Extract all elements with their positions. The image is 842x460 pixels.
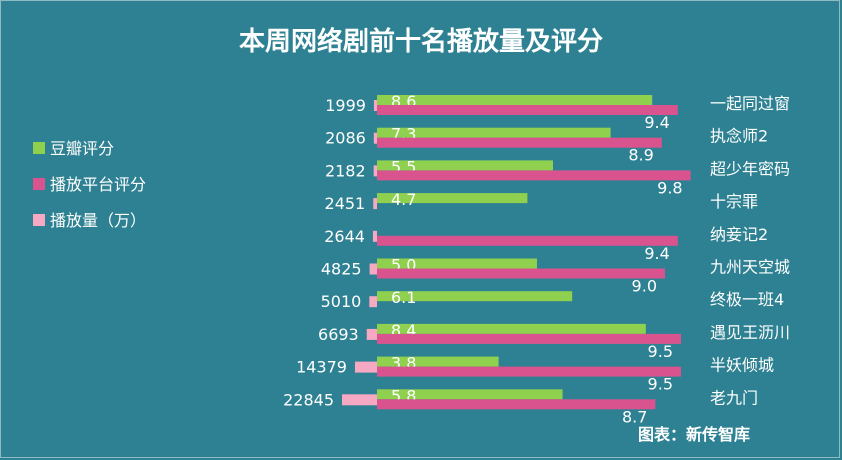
legend-label-platform: 播放平台评分: [50, 175, 146, 194]
category-label: 一起同过窗: [710, 94, 790, 113]
views-label: 14379: [296, 358, 347, 377]
platform-label: 9.4: [644, 113, 669, 132]
views-label: 6693: [318, 325, 359, 344]
views-bar: [369, 296, 377, 308]
platform-label: 9.5: [648, 375, 673, 394]
views-label: 2451: [325, 194, 366, 213]
legend-swatch-platform: [33, 178, 45, 190]
views-bar: [354, 361, 377, 373]
category-label: 遇见王沥川: [710, 323, 790, 342]
platform-bar: [377, 399, 656, 410]
legend-swatch-views: [33, 214, 45, 226]
category-label: 十宗罪: [710, 192, 758, 211]
platform-bar: [377, 170, 691, 181]
douban-bar: [377, 160, 553, 171]
douban-bar: [377, 95, 653, 105]
views-label: 4825: [321, 260, 362, 279]
legend-swatch-douban: [33, 142, 45, 154]
platform-bar: [377, 235, 678, 246]
legend: 豆瓣评分 播放平台评分 播放量（万）: [33, 139, 146, 230]
douban-label: 4.7: [391, 190, 416, 209]
platform-bar: [377, 333, 681, 344]
views-bar: [342, 394, 377, 406]
views-bar: [372, 230, 377, 242]
views-label: 2644: [324, 227, 365, 246]
category-label: 纳妾记2: [710, 225, 768, 244]
source-label: 图表：新传智库: [638, 425, 750, 444]
douban-bar: [377, 356, 499, 367]
views-label: 5010: [321, 292, 362, 311]
douban-bar: [377, 193, 528, 204]
category-label: 执念师2: [710, 127, 768, 146]
platform-label: 8.7: [622, 407, 647, 426]
category-label: 老九门: [710, 388, 758, 407]
views-bar: [373, 165, 377, 177]
platform-label: 9.5: [648, 342, 673, 361]
views-bar: [373, 100, 377, 111]
platform-label: 9.8: [657, 178, 682, 197]
chart-title: 本周网络剧前十名播放量及评分: [239, 26, 603, 57]
category-label: 终极一班4: [710, 290, 784, 309]
douban-label: 6.1: [391, 288, 416, 307]
douban-bar: [377, 323, 646, 334]
category-label: 超少年密码: [710, 159, 790, 178]
views-bar: [369, 263, 377, 275]
douban-bar: [377, 291, 573, 302]
views-label: 22845: [283, 390, 334, 409]
platform-label: 8.9: [628, 146, 653, 165]
category-label: 九州天空城: [710, 258, 790, 277]
douban-bar: [377, 389, 563, 400]
platform-bar: [377, 366, 681, 377]
views-label: 2182: [325, 161, 366, 180]
platform-bar: [377, 137, 662, 148]
views-label: 2086: [325, 129, 366, 148]
douban-bar: [377, 127, 611, 138]
views-label: 1999: [325, 96, 366, 115]
views-bar: [373, 132, 377, 144]
douban-bar: [377, 258, 537, 269]
platform-bar: [377, 105, 678, 115]
legend-label-douban: 豆瓣评分: [50, 139, 114, 158]
platform-bar: [377, 268, 665, 279]
category-label: 半妖倾城: [710, 356, 774, 375]
legend-label-views: 播放量（万）: [50, 211, 146, 230]
platform-label: 9.0: [632, 277, 657, 296]
platform-label: 9.4: [644, 244, 669, 263]
views-bar: [373, 198, 377, 210]
views-bar: [366, 328, 377, 340]
